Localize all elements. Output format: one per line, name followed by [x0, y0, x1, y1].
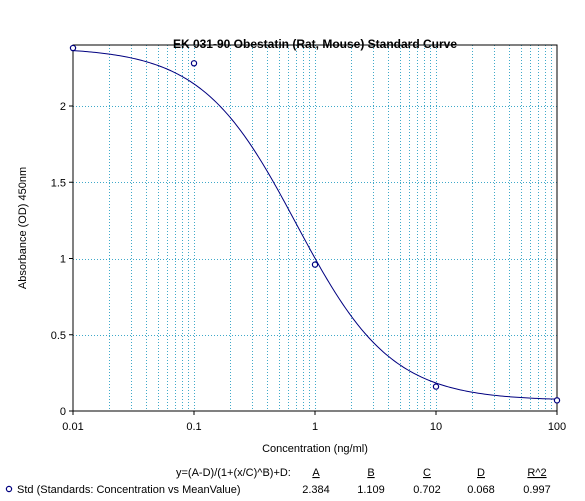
chart-title: EK 031-90 Obestatin (Rat, Mouse) Standar…: [173, 37, 457, 51]
fit-param-value: 2.384: [302, 484, 330, 496]
data-point: [432, 383, 440, 390]
y-axis-label: Absorbance (OD) 450nm: [17, 167, 29, 289]
axis-ticks: 0.01 0.1 1 10 100 0 0.5 1 1.5 2: [51, 101, 566, 433]
y-tick-label: 0.5: [51, 330, 66, 342]
fit-param-header: D: [477, 467, 485, 479]
fit-param-header: B: [367, 467, 374, 479]
x-tick-label: 100: [548, 421, 566, 433]
data-point: [69, 44, 77, 52]
legend-marker: [5, 485, 13, 493]
fit-param-value: 0.702: [413, 484, 441, 496]
fit-legend: A B C D R^2 Std (Standards: Concentration vs …: [5, 467, 551, 496]
data-point: [553, 397, 561, 404]
y-tick-label: 0: [60, 406, 66, 418]
x-axis-label: Concentration (ng/ml): [262, 443, 368, 455]
grid: [73, 45, 557, 411]
fit-param-value: 1.109: [357, 484, 385, 496]
legend-series-name: Std (Standards: Concentration vs MeanVal…: [17, 484, 241, 496]
y-tick-label: 2: [60, 101, 66, 113]
fit-param-value: 0.068: [467, 484, 495, 496]
data-point: [190, 60, 198, 67]
fit-param-header: A: [312, 467, 320, 479]
fit-curve-group: [72, 50, 558, 400]
x-tick-label: 0.01: [62, 421, 83, 433]
x-tick-label: 1: [312, 421, 318, 433]
fit-param-value: 0.997: [523, 484, 551, 496]
fit-curve: [72, 50, 558, 400]
data-point: [311, 261, 319, 268]
x-tick-label: 10: [430, 421, 442, 433]
data-points: [69, 44, 561, 404]
fit-equation: y=(A-D)/(1+(x/C)^B)+D:: [176, 467, 291, 479]
y-tick-label: 1.5: [51, 177, 66, 189]
y-tick-label: 1: [60, 254, 66, 266]
fit-param-header: R^2: [527, 467, 546, 479]
x-tick-label: 0.1: [186, 421, 201, 433]
fit-param-header: C: [423, 467, 431, 479]
